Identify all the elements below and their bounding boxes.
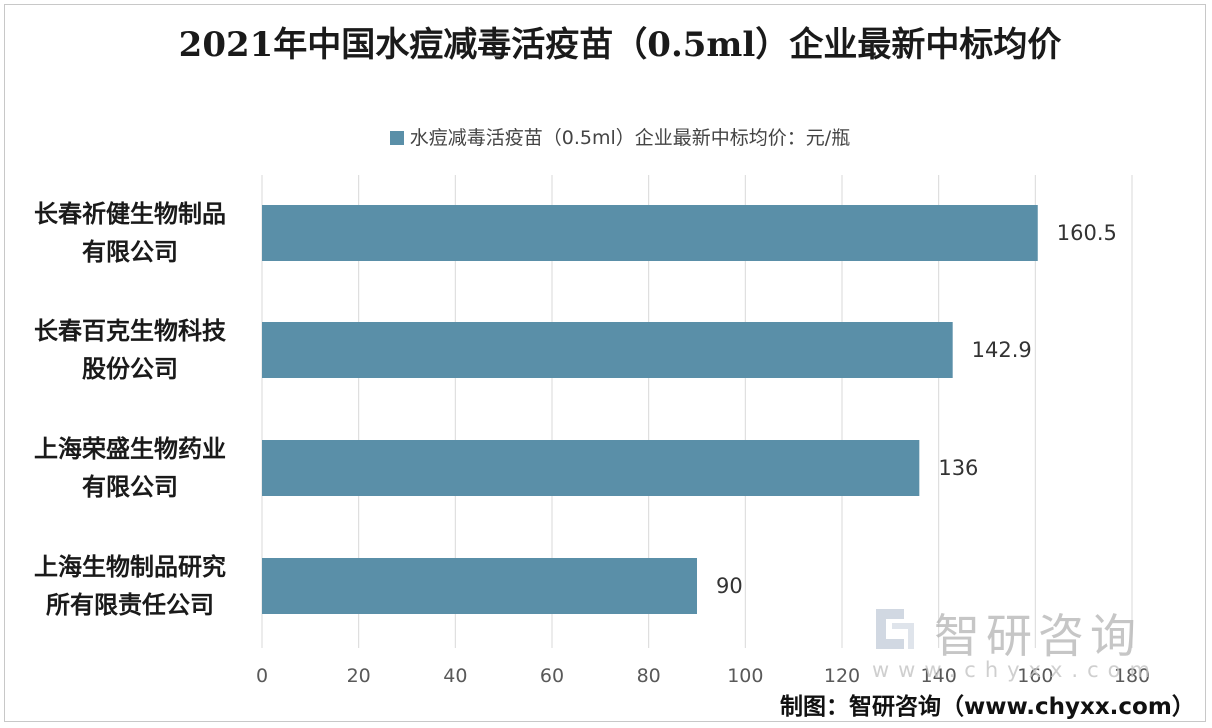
x-tick-label: 120: [824, 665, 860, 687]
watermark-url: www.chyxx.com: [872, 658, 1159, 682]
category-label: 长春百克生物科技 股份公司: [14, 312, 246, 388]
x-tick-label: 40: [443, 665, 467, 687]
legend-swatch: [389, 131, 404, 145]
x-tick-label: 140: [921, 665, 957, 687]
watermark-brand: 智研咨询: [934, 609, 1142, 663]
x-tick-label: 160: [1017, 665, 1053, 687]
category-label: 上海生物制品研究 所有限责任公司: [14, 548, 246, 624]
bar: [262, 440, 920, 496]
category-label-line: 长春百克生物科技: [34, 317, 226, 345]
bar: [262, 322, 953, 378]
category-label: 长春祈健生物制品 有限公司: [14, 195, 246, 271]
x-tick-label: 80: [637, 665, 661, 687]
category-label-line: 股份公司: [82, 355, 178, 383]
data-label: 136: [938, 456, 978, 480]
data-label: 160.5: [1057, 221, 1117, 245]
category-label-line: 长春祈健生物制品: [34, 200, 226, 228]
x-tick-label: 60: [540, 665, 564, 687]
x-tick-label: 100: [727, 665, 763, 687]
bar: [262, 558, 697, 614]
bar: [262, 205, 1038, 261]
watermark-logo-icon: [876, 609, 914, 649]
x-tick-label: 0: [256, 665, 268, 687]
x-tick-label: 180: [1114, 665, 1150, 687]
category-label-line: 上海生物制品研究: [34, 553, 226, 581]
category-label: 上海荣盛生物药业 有限公司: [14, 430, 246, 506]
data-label: 90: [716, 574, 743, 598]
legend: 水痘减毒活疫苗（0.5ml）企业最新中标均价：元/瓶: [300, 123, 940, 150]
chart-frame: [4, 4, 1206, 722]
category-label-line: 有限公司: [82, 238, 178, 266]
chart-title: 2021年中国水痘减毒活疫苗（0.5ml）企业最新中标均价: [178, 25, 1062, 65]
data-label: 142.9: [972, 338, 1032, 362]
category-label-line: 上海荣盛生物药业: [34, 435, 226, 463]
source-note: 制图：智研咨询（www.chyxx.com）: [780, 694, 1195, 720]
category-label-line: 所有限责任公司: [46, 591, 214, 619]
legend-label: 水痘减毒活疫苗（0.5ml）企业最新中标均价：元/瓶: [409, 127, 851, 149]
x-tick-label: 20: [347, 665, 371, 687]
category-label-line: 有限公司: [82, 473, 178, 501]
